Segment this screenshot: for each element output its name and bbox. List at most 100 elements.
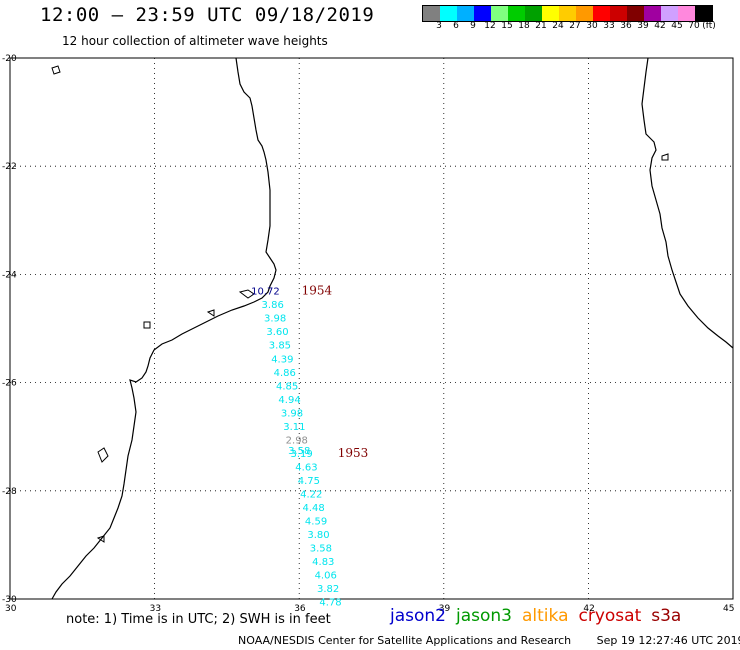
colorbar-label: 12 <box>484 21 496 31</box>
colorbar-label: 21 <box>535 21 547 31</box>
footer: NOAA/NESDIS Center for Satellite Applica… <box>238 634 740 647</box>
map-frame <box>9 57 734 600</box>
legend-jason3: jason3 <box>456 606 512 626</box>
colorbar-label: 18 <box>518 21 530 31</box>
page-subtitle: 12 hour collection of altimeter wave hei… <box>62 34 328 48</box>
satellite-legend: jason2 jason3 altika cryosat s3a <box>390 606 691 626</box>
swh-value: 4.06 <box>315 571 337 582</box>
colorbar-swatch <box>678 6 695 21</box>
legend-cryosat: cryosat <box>578 606 642 626</box>
colorbar-swatch <box>576 6 593 21</box>
coastline-madagascar <box>641 57 734 349</box>
swh-value: 4.86 <box>274 368 296 379</box>
swh-value: 3.58 <box>310 544 332 555</box>
latitude-tick-label: -22 <box>2 162 17 172</box>
colorbar-swatch <box>610 6 627 21</box>
longitude-tick-label: 39 <box>439 604 451 614</box>
lake-shore <box>97 447 109 463</box>
swh-value: 4.78 <box>319 598 341 609</box>
lake-shore <box>51 65 61 75</box>
swh-value: 4.85 <box>276 381 298 392</box>
latitude-tick-label: -20 <box>2 54 17 64</box>
swh-value: 4.63 <box>295 462 317 473</box>
units-note: note: 1) Time is in UTC; 2) SWH is in fe… <box>66 612 331 627</box>
colorbar <box>422 5 713 22</box>
longitude-tick-label: 30 <box>5 604 17 614</box>
track-labels: 1954 1953 <box>302 284 369 460</box>
colorbar-swatch <box>695 6 712 21</box>
colorbar-swatch <box>457 6 474 21</box>
swh-value: 3.98 <box>281 408 303 419</box>
colorbar-swatch <box>593 6 610 21</box>
colorbar-label: 33 <box>603 21 615 31</box>
swh-value: 4.94 <box>278 395 300 406</box>
legend-altika: altika <box>522 606 569 626</box>
swh-value: 3.80 <box>307 530 329 541</box>
coastline-island-detail <box>661 153 669 161</box>
page-title: 12:00 – 23:59 UTC 09/18/2019 <box>40 4 375 26</box>
swh-value: 3.19 <box>290 449 312 460</box>
colorbar-label: 6 <box>453 21 459 31</box>
colorbar-swatch <box>661 6 678 21</box>
latitude-tick-label: -24 <box>2 270 17 280</box>
lake-shore <box>206 309 215 317</box>
colorbar-label: 9 <box>470 21 476 31</box>
colorbar-label: 24 <box>552 21 564 31</box>
colorbar-labels: 3 6 9 12 15 18 21 24 27 30 33 36 39 42 45 70 (ft) <box>422 21 740 35</box>
swh-value: 4.83 <box>312 557 334 568</box>
colorbar-label: 15 <box>501 21 513 31</box>
colorbar-swatch <box>542 6 559 21</box>
legend-jason2: jason2 <box>390 606 446 626</box>
legend-s3a: s3a <box>651 606 682 626</box>
colorbar-swatch <box>440 6 457 21</box>
colorbar-label: 45 <box>671 21 683 31</box>
swh-value: 2.98 <box>286 435 308 446</box>
colorbar-swatch <box>525 6 542 21</box>
longitude-tick-label: 45 <box>723 604 734 614</box>
colorbar-label: 39 <box>637 21 649 31</box>
swh-value: 4.48 <box>303 503 325 514</box>
colorbar-swatch <box>491 6 508 21</box>
colorbar-label: 27 <box>569 21 581 31</box>
swh-value: 3.82 <box>317 584 339 595</box>
coastline-africa <box>51 57 277 600</box>
swh-value: 4.59 <box>305 517 327 528</box>
colorbar-label: (ft) <box>702 21 716 31</box>
swh-value: 3.98 <box>264 314 286 325</box>
longitude-tick-label: 36 <box>294 604 306 614</box>
swh-value: 4.22 <box>300 490 322 501</box>
footer-credit: NOAA/NESDIS Center for Satellite Applica… <box>238 634 572 647</box>
colorbar-label: 30 <box>586 21 598 31</box>
coastline-island-detail <box>238 289 255 299</box>
latitude-tick-label: -26 <box>2 379 17 389</box>
track-number-label: 1954 <box>302 284 333 298</box>
colorbar-swatch <box>423 6 440 21</box>
colorbar-swatch <box>627 6 644 21</box>
colorbar-swatch <box>644 6 661 21</box>
longitude-tick-label: 42 <box>583 604 594 614</box>
swh-value: 3.85 <box>269 341 291 352</box>
colorbar-swatch <box>474 6 491 21</box>
latitude-tick-label: -28 <box>2 487 17 497</box>
longitude-tick-label: 33 <box>150 604 161 614</box>
swh-value: 3.86 <box>262 300 284 311</box>
swh-value: 3.58 <box>288 446 310 457</box>
lake-shore <box>96 535 105 543</box>
latitude-labels: -20 -22 -24 -26 -28 -30 <box>2 54 17 605</box>
swh-value: 4.75 <box>298 476 320 487</box>
latitude-tick-label: -30 <box>2 595 17 605</box>
track-number-label: 1953 <box>338 446 369 460</box>
colorbar-swatch <box>559 6 576 21</box>
colorbar-label: 70 <box>688 21 700 31</box>
footer-timestamp: Sep 19 12:27:46 UTC 2019 <box>596 634 740 647</box>
colorbar-label: 36 <box>620 21 632 31</box>
graticule <box>10 58 733 599</box>
colorbar-swatch <box>508 6 525 21</box>
swh-value: 3.11 <box>283 422 305 433</box>
swh-value: 4.39 <box>271 354 293 365</box>
swh-values: 10.72 3.86 3.98 3.60 3.85 4.39 4.86 4.85 4.94 3.9… <box>251 287 342 609</box>
longitude-labels: 30 33 36 39 42 45 <box>5 604 734 614</box>
colorbar-label: 42 <box>654 21 666 31</box>
colorbar-label: 3 <box>436 21 442 31</box>
